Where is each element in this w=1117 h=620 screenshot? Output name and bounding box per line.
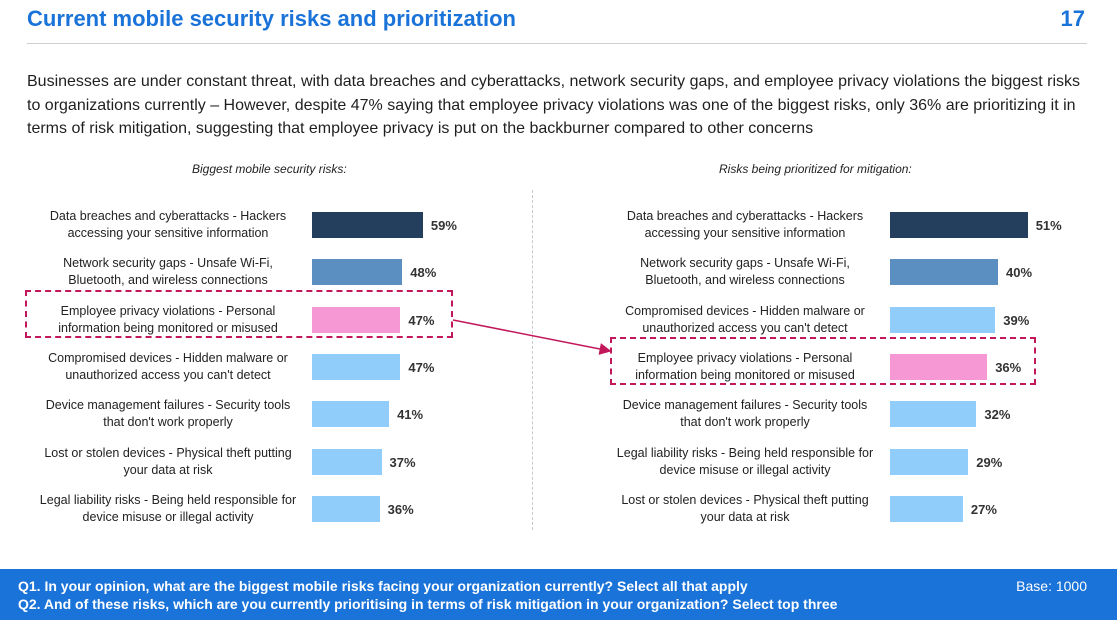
bar (890, 495, 963, 522)
category-label: Device management failures - Security to… (18, 397, 318, 431)
category-label-line: your data at risk (123, 462, 213, 477)
value-label: 48% (410, 265, 437, 281)
category-label: Data breaches and cyberattacks - Hackers… (595, 208, 895, 242)
category-label: Lost or stolen devices - Physical theft … (18, 445, 318, 479)
category-label-line: accessing your sensitive information (67, 226, 269, 240)
category-label-line: Employee privacy violations - Personal (60, 303, 276, 318)
category-label-line: Lost or stolen devices - Physical theft … (621, 492, 869, 507)
bar (890, 212, 1028, 238)
bar (312, 495, 380, 522)
question-2: Q2. And of these risks, which are you cu… (18, 596, 838, 612)
value-label: 32% (984, 407, 1011, 423)
category-label-line: your data at risk (700, 509, 790, 524)
value-label: 36% (387, 501, 414, 517)
category-label: Legal liability risks - Being held respo… (18, 492, 318, 526)
value-label: 29% (976, 454, 1003, 470)
bar (312, 259, 403, 286)
bar (312, 212, 423, 238)
category-label-line: Legal liability risks - Being held respo… (39, 492, 297, 507)
bar (890, 353, 988, 380)
page-title: Current mobile security risks and priori… (27, 6, 516, 31)
page-number: 17 (1060, 6, 1085, 31)
chart-divider (532, 190, 533, 530)
intro-paragraph: Businesses are under constant threat, wi… (27, 73, 1080, 137)
footer-bar: Q1. In your opinion, what are the bigges… (0, 569, 1117, 620)
category-label: Compromised devices - Hidden malware or u… (595, 303, 895, 337)
bar (312, 401, 390, 428)
value-label: 59% (430, 218, 457, 233)
category-label-line: Data breaches and cyberattacks - Hackers (626, 209, 864, 223)
bar (890, 306, 996, 333)
value-label: 40% (1006, 265, 1033, 281)
category-label: Network security gaps - Unsafe Wi-Fi, Blu… (595, 255, 895, 289)
category-label-line: Legal liability risks - Being held respo… (616, 445, 874, 460)
category-label: Network security gaps - Unsafe Wi-Fi, Blu… (18, 255, 318, 289)
category-label-line: that don't work properly (103, 415, 233, 430)
category-label-line: accessing your sensitive information (644, 226, 846, 240)
category-label-line: Lost or stolen devices - Physical theft … (44, 445, 292, 460)
value-label: 47% (408, 359, 435, 375)
bar (312, 306, 401, 333)
bar (890, 448, 969, 475)
category-label-line: Bluetooth, and wireless connections (645, 273, 845, 288)
category-label: Lost or stolen devices - Physical theft … (595, 492, 895, 526)
bar (890, 401, 977, 428)
question-1: Q1. In your opinion, what are the bigges… (18, 578, 748, 594)
category-label: Employee privacy violations - Personal in… (18, 303, 318, 337)
value-label: 47% (408, 312, 435, 328)
category-label: Device management failures - Security to… (595, 397, 895, 431)
category-label-line: Device management failures - Security to… (622, 398, 868, 413)
value-label: 51% (1035, 218, 1062, 233)
value-label: 27% (970, 501, 997, 517)
title-divider (27, 43, 1087, 44)
value-label: 37% (389, 454, 416, 470)
category-label-line: unauthorized access you can't detect (65, 367, 271, 382)
category-label: Employee privacy violations - Personal in… (595, 350, 895, 384)
category-label-line: Employee privacy violations - Personal (637, 350, 853, 365)
base-count: Base: 1000 (1016, 578, 1087, 594)
connector-line (452, 319, 612, 355)
category-label-line: device misuse or illegal activity (659, 462, 831, 477)
category-label-line: Device management failures - Security to… (45, 398, 291, 413)
right-chart-title: Risks being prioritized for mitigation: (719, 162, 912, 176)
bar (890, 259, 998, 286)
left-chart-title: Biggest mobile security risks: (192, 162, 347, 176)
highlight-box (25, 289, 453, 338)
category-label-line: information being monitored or misused (635, 367, 855, 382)
value-label: 39% (1003, 312, 1030, 328)
highlight-box (610, 336, 1036, 385)
category-label: Compromised devices - Hidden malware or u… (18, 350, 318, 384)
category-label: Data breaches and cyberattacks - Hackers… (18, 208, 318, 242)
value-label: 41% (397, 407, 424, 423)
category-label-line: device misuse or illegal activity (82, 509, 254, 524)
category-label-line: that don't work properly (680, 415, 810, 430)
category-label-line: Data breaches and cyberattacks - Hackers (49, 209, 287, 223)
category-label-line: Compromised devices - Hidden malware or (48, 350, 288, 365)
category-label-line: Network security gaps - Unsafe Wi-Fi, (640, 256, 850, 271)
value-label: 36% (995, 359, 1022, 375)
bar (312, 353, 401, 380)
bar (312, 448, 382, 475)
category-label-line: Bluetooth, and wireless connections (68, 273, 268, 288)
category-label-line: Compromised devices - Hidden malware or (625, 303, 865, 318)
category-label: Legal liability risks - Being held respo… (595, 445, 895, 479)
category-label-line: unauthorized access you can't detect (642, 320, 848, 335)
category-label-line: Network security gaps - Unsafe Wi-Fi, (63, 256, 273, 271)
category-label-line: information being monitored or misused (58, 320, 278, 335)
